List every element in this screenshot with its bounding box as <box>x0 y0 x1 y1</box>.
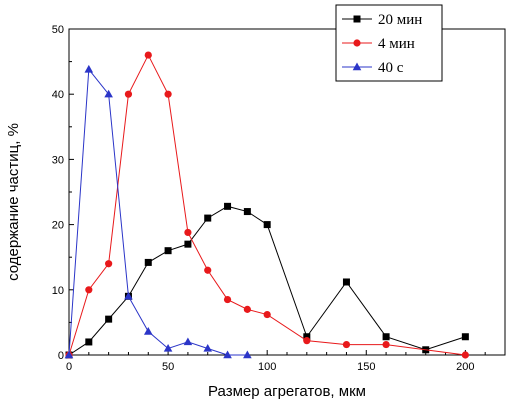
data-point <box>183 337 193 346</box>
data-point <box>144 51 152 59</box>
legend-label: 40 с <box>378 60 404 76</box>
legend-marker <box>353 39 361 47</box>
x-tick-label: 100 <box>258 361 276 373</box>
data-point <box>163 343 173 352</box>
data-point <box>143 327 153 335</box>
series-line <box>68 68 248 356</box>
legend-label: 20 мин <box>378 12 422 28</box>
data-point <box>144 258 152 266</box>
data-point <box>342 340 351 349</box>
legend-item: 20 мин <box>342 12 422 28</box>
x-tick-label: 200 <box>456 361 474 373</box>
data-point <box>104 89 113 98</box>
data-point <box>263 221 271 229</box>
data-point <box>204 214 212 222</box>
legend-label: 4 мин <box>378 36 415 52</box>
data-point <box>382 333 390 341</box>
data-point <box>184 240 192 248</box>
y-axis: 0 10 20 30 40 50 <box>52 24 74 362</box>
series-1 <box>65 202 469 359</box>
data-point <box>223 350 232 359</box>
data-point <box>64 350 74 359</box>
y-tick-label: 10 <box>52 285 64 297</box>
series-line <box>68 53 466 356</box>
data-point <box>342 278 350 286</box>
legend: 20 мин 4 мин 40 с <box>335 4 443 82</box>
data-point <box>164 247 172 255</box>
legend-marker <box>353 15 361 23</box>
data-point <box>243 350 252 359</box>
data-point <box>164 90 172 98</box>
x-axis: 0 50 100 150 200 <box>66 350 486 373</box>
data-point <box>243 305 251 313</box>
data-point <box>224 202 232 210</box>
data-point <box>382 340 390 349</box>
data-point <box>184 228 192 237</box>
data-point <box>84 64 94 73</box>
y-tick-label: 20 <box>52 220 64 232</box>
y-tick-label: 30 <box>52 154 64 166</box>
data-point <box>223 295 232 304</box>
data-point <box>461 333 469 341</box>
data-point <box>124 291 133 300</box>
data-point <box>243 208 251 216</box>
y-tick-label: 50 <box>52 24 64 36</box>
data-point <box>203 343 213 352</box>
legend-item: 40 с <box>342 60 404 76</box>
x-tick-label: 0 <box>66 361 72 373</box>
data-point <box>105 315 113 323</box>
series-line <box>68 205 466 356</box>
y-tick-label: 40 <box>52 89 64 101</box>
series-layer <box>64 51 469 359</box>
data-point <box>263 310 271 319</box>
data-point <box>85 338 93 346</box>
data-point <box>105 260 113 268</box>
legend-marker <box>352 62 362 71</box>
legend-item: 4 мин <box>342 36 415 52</box>
data-point <box>204 266 212 274</box>
series-3 <box>64 64 252 359</box>
data-point <box>303 333 311 341</box>
data-point <box>85 286 93 294</box>
series-2 <box>65 51 469 359</box>
y-tick-label: 0 <box>58 350 64 362</box>
y-axis-label: содержание частиц, % <box>5 123 22 281</box>
data-point <box>124 90 133 98</box>
data-point <box>303 337 311 345</box>
data-point <box>461 351 469 359</box>
x-tick-label: 50 <box>162 361 174 373</box>
x-axis-label: Размер агрегатов, мкм <box>208 383 366 400</box>
x-tick-label: 150 <box>357 361 375 373</box>
